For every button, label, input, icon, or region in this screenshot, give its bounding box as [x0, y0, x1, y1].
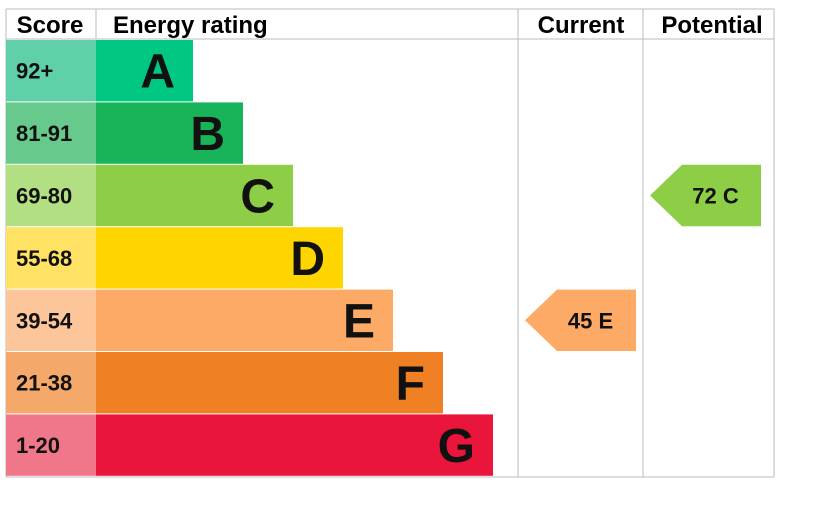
rating-letter-f: F [396, 358, 425, 411]
band-b: 81-91 B [6, 102, 243, 164]
rating-arrows: 45 E 72 C [525, 164, 761, 351]
score-range-d: 55-68 [16, 246, 72, 271]
rating-letter-c: C [240, 171, 275, 224]
band-a: 92+ A [6, 40, 193, 102]
potential-arrow-shape [650, 164, 761, 227]
current-arrow-shape [525, 289, 636, 351]
rating-bar-d [96, 227, 343, 289]
score-cell-d [6, 227, 96, 289]
current-rating-label: 45 E [568, 308, 613, 333]
score-range-g: 1-20 [16, 433, 60, 458]
score-range-a: 92+ [16, 59, 53, 84]
rating-letter-a: A [140, 46, 175, 99]
score-cell-b [6, 102, 96, 164]
band-c: 69-80 C [6, 164, 293, 227]
header-potential: Potential [661, 12, 762, 39]
potential-rating-arrow: 72 C [650, 164, 761, 227]
current-rating-arrow: 45 E [525, 289, 636, 351]
score-range-b: 81-91 [16, 121, 72, 146]
score-range-c: 69-80 [16, 184, 72, 209]
band-g: 1-20 G [6, 414, 493, 476]
score-range-f: 21-38 [16, 371, 72, 396]
score-range-e: 39-54 [16, 308, 73, 333]
rating-letter-b: B [190, 108, 225, 161]
band-f: 21-38 F [6, 352, 443, 414]
score-cell-g [6, 414, 96, 476]
rating-bar-b [96, 102, 243, 164]
header-score: Score [17, 12, 84, 39]
score-cell-f [6, 352, 96, 414]
rating-bar-g [96, 414, 493, 476]
rating-bar-e [96, 289, 393, 351]
column-headers: Score Energy rating Current Potential [17, 12, 763, 39]
rating-bar-f [96, 352, 443, 414]
band-d: 55-68 D [6, 227, 343, 289]
band-e: 39-54 E [6, 289, 393, 351]
score-cell-c [6, 164, 96, 227]
rating-bar-c [96, 164, 293, 227]
rating-letter-d: D [290, 233, 325, 286]
rating-letter-e: E [343, 295, 375, 348]
rating-bands: 92+ A 81-91 B 69-80 C 55-68 D 39-54 E 21-38 F 1-20 G [6, 40, 493, 476]
score-cell-a [6, 40, 96, 102]
score-cell-e [6, 289, 96, 351]
potential-rating-label: 72 C [692, 184, 739, 209]
header-current: Current [538, 12, 625, 39]
rating-bar-a [96, 40, 193, 102]
rating-letter-g: G [438, 420, 475, 473]
header-energy-rating: Energy rating [113, 12, 268, 39]
